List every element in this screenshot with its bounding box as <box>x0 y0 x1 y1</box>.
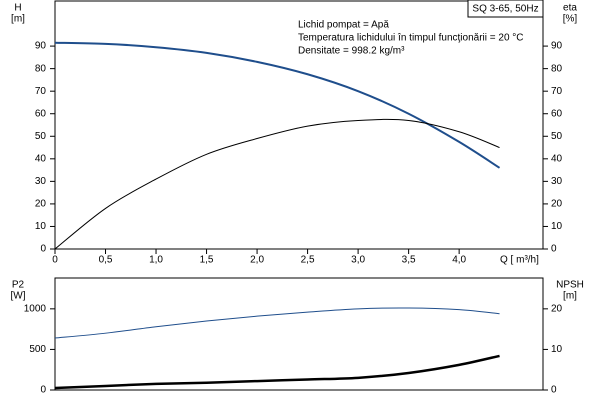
y-tick-label: 30 <box>35 176 47 187</box>
y2-axis-label: eta <box>563 3 577 14</box>
y-axis-label: [W] <box>11 291 26 302</box>
annotation: Densitate = 998.2 kg/m³ <box>298 46 405 57</box>
y2-tick-label: 60 <box>551 108 563 119</box>
y2-axis-label: [%] <box>563 14 578 25</box>
y-tick-label: 80 <box>35 63 47 74</box>
y-tick-label: 20 <box>35 199 47 210</box>
series-line <box>54 354 500 390</box>
y2-axis-label: [m] <box>563 291 577 302</box>
x-tick-label: 3,5 <box>402 255 416 266</box>
y-tick-label: 70 <box>35 86 47 97</box>
y2-tick-label: 90 <box>551 41 563 52</box>
x-tick-label: 4,0 <box>452 255 466 266</box>
y2-tick-label: 70 <box>551 86 563 97</box>
y2-tick-label: 30 <box>551 176 563 187</box>
y2-tick-label: 80 <box>551 63 563 74</box>
plot-frame <box>54 0 544 250</box>
y-axis-label: [m] <box>11 14 25 25</box>
x-axis-label: Q [ m³/h] <box>500 255 539 266</box>
y-tick-label: 90 <box>35 41 47 52</box>
y-tick-label: 50 <box>35 131 47 142</box>
series-line <box>54 41 501 169</box>
y-tick-label: 0 <box>40 385 46 396</box>
y-axis-label: P2 <box>12 280 25 291</box>
y2-tick-label: 40 <box>551 153 563 164</box>
series-line <box>54 307 500 339</box>
y-tick-label: 0 <box>40 244 46 255</box>
x-tick-label: 2,5 <box>301 255 315 266</box>
y-axis-label: H <box>14 3 21 14</box>
x-tick-label: 1,0 <box>149 255 163 266</box>
y2-tick-label: 10 <box>551 221 563 232</box>
y2-tick-label: 10 <box>551 344 563 355</box>
x-tick-label: 2,0 <box>250 255 264 266</box>
y2-tick-label: 20 <box>551 303 563 314</box>
x-tick-label: 0,5 <box>99 255 113 266</box>
y2-tick-label: 0 <box>551 244 557 255</box>
title-box <box>467 0 544 18</box>
x-tick-label: 3,0 <box>351 255 365 266</box>
x-tick-label: 0 <box>52 255 58 266</box>
y-tick-label: 10 <box>35 221 47 232</box>
series-line <box>54 118 500 250</box>
y-tick-label: 40 <box>35 153 47 164</box>
y2-tick-label: 20 <box>551 199 563 210</box>
plot-frame <box>54 277 544 391</box>
y2-tick-label: 0 <box>551 385 557 396</box>
y-tick-label: 60 <box>35 108 47 119</box>
x-tick-label: 1,5 <box>200 255 214 266</box>
y-tick-label: 500 <box>29 344 46 355</box>
annotation: Lichid pompat = Apă <box>298 20 389 31</box>
y2-tick-label: 50 <box>551 131 563 142</box>
annotation: Temperatura lichidului în timpul funcţio… <box>298 33 524 44</box>
y2-axis-label: NPSH <box>556 280 584 291</box>
chart-title: SQ 3-65, 50Hz <box>472 4 538 15</box>
y-tick-label: 1000 <box>24 303 47 314</box>
